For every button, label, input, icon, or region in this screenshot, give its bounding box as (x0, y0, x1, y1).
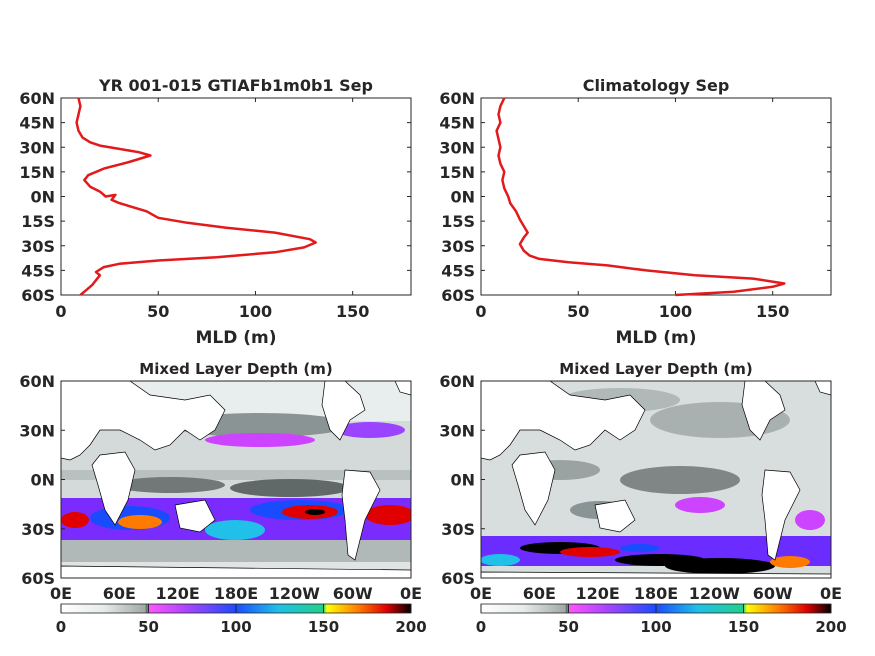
y-tick-label: 60S (441, 286, 475, 305)
axis-ticks: 0 50 100 150 60N 45N 30N 15N 0N 15S 30S 45S 60S (19, 89, 411, 321)
panel-title: Mixed Layer Depth (m) (139, 360, 332, 378)
latitude-label: 60S (441, 569, 475, 588)
x-tick-label: 0 (475, 302, 486, 321)
longitude-label: 0E (820, 584, 842, 603)
latitude-label: 60N (19, 372, 55, 391)
y-tick-label: 45N (439, 114, 475, 133)
x-tick-label: 50 (147, 302, 169, 321)
latitude-label: 30S (441, 520, 475, 539)
longitude-label: 120E (576, 584, 620, 603)
panel-title: YR 001-015 GTIAFb1m0b1 Sep (98, 76, 373, 95)
x-tick-label: 100 (659, 302, 692, 321)
colorbar-tick-label: 50 (138, 618, 159, 636)
plot-area (60, 97, 412, 296)
y-tick-label: 30S (441, 237, 475, 256)
x-tick-label: 150 (336, 302, 369, 321)
longitude-label: 60E (103, 584, 136, 603)
colorbar-ticks: 0 50 100 150 200 (56, 604, 427, 636)
longitude-label: 180E (634, 584, 678, 603)
axis-ticks: 0 50 100 150 60N 45N 30N 15N 0N 15S 30S 45S 60S (439, 89, 831, 321)
axis-ticks: 0E 60E 120E 180E 120W 60W 0E 60N 30N 0N 30S 60S (439, 372, 842, 603)
colorbar-tick-label: 150 (308, 618, 339, 636)
y-tick-label: 45S (21, 261, 55, 280)
series-line (75, 97, 317, 296)
x-tick-label: 50 (567, 302, 589, 321)
x-tick-label: 0 (55, 302, 66, 321)
longitude-label: 0E (400, 584, 422, 603)
y-tick-label: 15S (21, 212, 55, 231)
longitude-label: 180E (214, 584, 258, 603)
colorbar-tick-label: 0 (56, 618, 66, 636)
y-tick-label: 45S (441, 261, 475, 280)
mld-map (61, 381, 411, 578)
plot-area (480, 97, 832, 296)
mld-map (481, 381, 831, 578)
x-tick-label: 100 (239, 302, 272, 321)
map-panel-climatology: Mixed Layer Depth (m) (439, 360, 846, 636)
longitude-label: 60W (333, 584, 373, 603)
map-panel-model: Mixed Layer Depth (m) (19, 360, 426, 636)
series-line (495, 97, 786, 297)
colorbar-ticks: 0 50 100 150 200 (476, 604, 847, 636)
y-tick-label: 0N (30, 188, 55, 207)
longitude-label: 0E (470, 584, 492, 603)
colorbar-tick-label: 0 (476, 618, 486, 636)
longitude-label: 60W (753, 584, 793, 603)
y-tick-label: 60S (21, 286, 55, 305)
profile-panel-climatology: Climatology Sep 0 50 100 150 60N 45N 30N 15N 0N 1… (439, 76, 832, 348)
colorbar-tick-label: 200 (815, 618, 846, 636)
profile-panel-model: YR 001-015 GTIAFb1m0b1 Sep 0 50 100 150 60N 4… (19, 76, 412, 348)
colorbar-tick-label: 200 (395, 618, 426, 636)
y-tick-label: 30S (21, 237, 55, 256)
longitude-label: 0E (50, 584, 72, 603)
colorbar-tick-label: 150 (728, 618, 759, 636)
latitude-label: 30S (21, 520, 55, 539)
x-tick-label: 150 (756, 302, 789, 321)
latitude-label: 60S (21, 569, 55, 588)
latitude-label: 30N (19, 421, 55, 440)
latitude-label: 30N (439, 421, 475, 440)
y-tick-label: 45N (19, 114, 55, 133)
panel-title: Mixed Layer Depth (m) (559, 360, 752, 378)
x-axis-label: MLD (m) (615, 328, 696, 348)
colorbar-tick-label: 100 (220, 618, 251, 636)
y-tick-label: 30N (19, 138, 55, 157)
y-tick-label: 15N (439, 163, 475, 182)
latitude-label: 0N (450, 471, 475, 490)
latitude-label: 0N (30, 471, 55, 490)
x-axis-label: MLD (m) (195, 328, 276, 348)
y-tick-label: 60N (439, 89, 475, 108)
longitude-label: 60E (523, 584, 556, 603)
longitude-label: 120W (689, 584, 740, 603)
y-tick-label: 15S (441, 212, 475, 231)
colorbar-tick-label: 50 (558, 618, 579, 636)
latitude-label: 60N (439, 372, 475, 391)
axis-ticks: 0E 60E 120E 180E 120W 60W 0E 60N 30N 0N 30S 60S (19, 372, 422, 603)
y-tick-label: 60N (19, 89, 55, 108)
y-tick-label: 15N (19, 163, 55, 182)
colorbar-tick-label: 100 (640, 618, 671, 636)
y-tick-label: 0N (450, 188, 475, 207)
y-tick-label: 30N (439, 138, 475, 157)
longitude-label: 120E (156, 584, 200, 603)
longitude-label: 120W (269, 584, 320, 603)
panel-title: Climatology Sep (583, 76, 730, 95)
